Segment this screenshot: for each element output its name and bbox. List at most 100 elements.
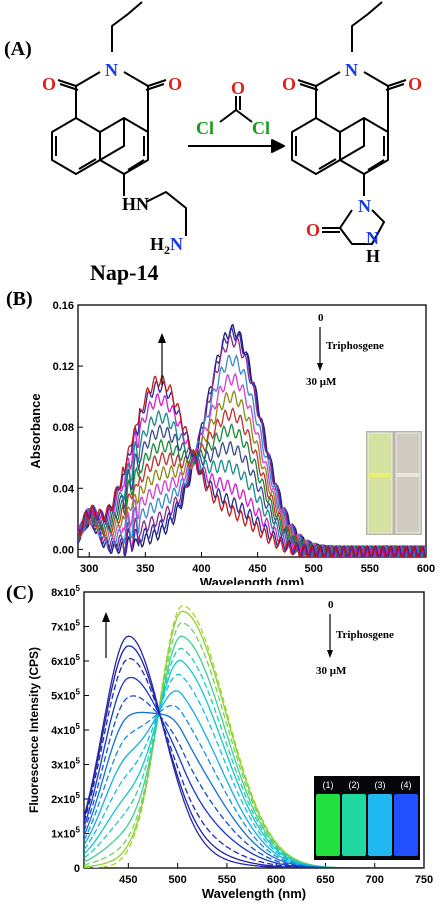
annotation-reagent: Triphosgene bbox=[326, 340, 384, 352]
series-line bbox=[84, 635, 424, 868]
product-right-ring bbox=[339, 118, 389, 175]
y-tick-label: 2x105 bbox=[51, 791, 80, 806]
decrease-arrow-head bbox=[327, 650, 333, 658]
series-line bbox=[84, 704, 424, 868]
x-tick-label: 450 bbox=[248, 563, 266, 575]
inset-vial-label: (1) bbox=[323, 780, 334, 790]
product-h: H bbox=[366, 246, 380, 266]
x-tick-label: 300 bbox=[80, 563, 98, 575]
inset-vial bbox=[342, 794, 366, 856]
inset-cuvette-1 bbox=[367, 432, 393, 534]
reactant-ethylenediamine bbox=[145, 191, 187, 236]
x-tick-label: 600 bbox=[267, 874, 285, 886]
x-tick-label: 500 bbox=[168, 874, 186, 886]
series-group bbox=[84, 605, 424, 868]
reactant-butyl-chain bbox=[111, 1, 143, 52]
x-tick-label: 500 bbox=[305, 563, 323, 575]
product-o-left: O bbox=[282, 74, 296, 94]
series-line bbox=[84, 645, 424, 868]
x-tick-label: 450 bbox=[119, 874, 137, 886]
y-axis-label: Fluorescence Intensity (CPS) bbox=[27, 647, 41, 813]
reactant-imide-ring bbox=[75, 71, 149, 133]
reaction-scheme: N O O HN H2N O Cl Cl N O O N O N H Nap-1… bbox=[42, 1, 422, 285]
reagent-o: O bbox=[231, 78, 245, 98]
x-tick-label: 550 bbox=[361, 563, 379, 575]
series-line bbox=[84, 690, 424, 868]
reactant-right-ring bbox=[99, 118, 149, 175]
reactant-n: N bbox=[105, 60, 118, 80]
annotation-reagent: Triphosgene bbox=[336, 629, 394, 641]
reagent-cl-left: Cl bbox=[196, 118, 214, 138]
inset-vial bbox=[316, 794, 340, 856]
inset-photo bbox=[366, 431, 422, 535]
series-line bbox=[78, 380, 426, 557]
reactant-name: Nap-14 bbox=[90, 260, 158, 285]
inset-meniscus-1 bbox=[368, 473, 392, 477]
series-line bbox=[84, 635, 424, 868]
series-line bbox=[84, 647, 424, 868]
annotation-start: 0 bbox=[328, 599, 334, 611]
annotation-end: 30 μM bbox=[316, 665, 347, 677]
y-tick-label: 8x105 bbox=[51, 584, 80, 599]
inset-vial bbox=[368, 794, 392, 856]
x-tick-label: 600 bbox=[417, 563, 435, 575]
reactant-left-ring bbox=[51, 117, 101, 175]
x-tick-label: 400 bbox=[192, 563, 210, 575]
series-line bbox=[84, 695, 424, 868]
y-tick-label: 4x105 bbox=[51, 722, 80, 737]
x-axis-label: Wavelength (nm) bbox=[200, 575, 304, 585]
product-n-h: N bbox=[366, 228, 379, 248]
increase-arrow-head bbox=[158, 333, 166, 343]
product-o-right: O bbox=[408, 74, 422, 94]
increase-arrow-head bbox=[102, 612, 110, 622]
y-tick-label: 0.00 bbox=[53, 544, 74, 556]
inset-cuvette-2 bbox=[395, 432, 421, 534]
product-o-ring: O bbox=[306, 220, 320, 240]
product-imidazolidinone-ring bbox=[339, 209, 385, 245]
x-tick-label: 650 bbox=[316, 874, 334, 886]
series-line bbox=[78, 424, 426, 557]
series-line bbox=[84, 711, 424, 868]
panel-c-label: (C) bbox=[6, 582, 34, 604]
x-tick-label: 750 bbox=[415, 874, 433, 886]
panel-a-label: (A) bbox=[4, 38, 32, 60]
series-line bbox=[84, 657, 424, 868]
panel-b-label: (B) bbox=[6, 288, 33, 310]
reactant-o-right: O bbox=[168, 74, 182, 94]
annotation-end: 30 μM bbox=[306, 376, 337, 388]
inset-photo: (1) (2) (3) (4) bbox=[314, 776, 420, 860]
reactant-hn: HN bbox=[122, 194, 149, 214]
reagent-cl-right: Cl bbox=[252, 118, 270, 138]
x-tick-label: 350 bbox=[136, 563, 154, 575]
product-imide-ring bbox=[315, 71, 389, 133]
product-butyl-chain bbox=[351, 1, 383, 52]
x-tick-label: 550 bbox=[218, 874, 236, 886]
y-tick-label: 0.16 bbox=[53, 300, 74, 312]
decrease-arrow-head bbox=[317, 363, 323, 371]
y-tick-label: 0.04 bbox=[53, 483, 75, 495]
inset-vial-label: (4) bbox=[401, 780, 412, 790]
series-line bbox=[84, 673, 424, 868]
y-tick-label: 5x105 bbox=[51, 688, 80, 703]
series-line bbox=[78, 374, 426, 557]
product-n-ring: N bbox=[358, 196, 371, 216]
series-line bbox=[84, 659, 424, 868]
fluorescence-chart: 450 500 550 600 650 700 750 0 1x105 2x105 3x105 4x1… bbox=[27, 584, 433, 901]
inset-vial-label: (2) bbox=[349, 780, 360, 790]
x-axis-label: Wavelength (nm) bbox=[202, 886, 306, 901]
y-tick-label: 7x105 bbox=[51, 619, 80, 634]
y-tick-label: 0 bbox=[74, 863, 80, 875]
plot-frame bbox=[77, 304, 427, 558]
y-tick-label: 1x105 bbox=[51, 826, 80, 841]
y-tick-label: 0.12 bbox=[53, 361, 74, 373]
y-axis-label: Absorbance bbox=[28, 393, 43, 468]
y-tick-label: 0.08 bbox=[53, 422, 74, 434]
series-group bbox=[78, 323, 426, 557]
absorbance-chart: 300 350 400 450 500 550 600 0.00 0.04 0.08 0.12 0.1… bbox=[28, 300, 435, 585]
reactant-o-left: O bbox=[42, 74, 56, 94]
inset-vial bbox=[394, 794, 418, 856]
product-n: N bbox=[345, 60, 358, 80]
series-line bbox=[78, 423, 426, 557]
series-line bbox=[84, 610, 424, 868]
y-tick-label: 3x105 bbox=[51, 757, 80, 772]
